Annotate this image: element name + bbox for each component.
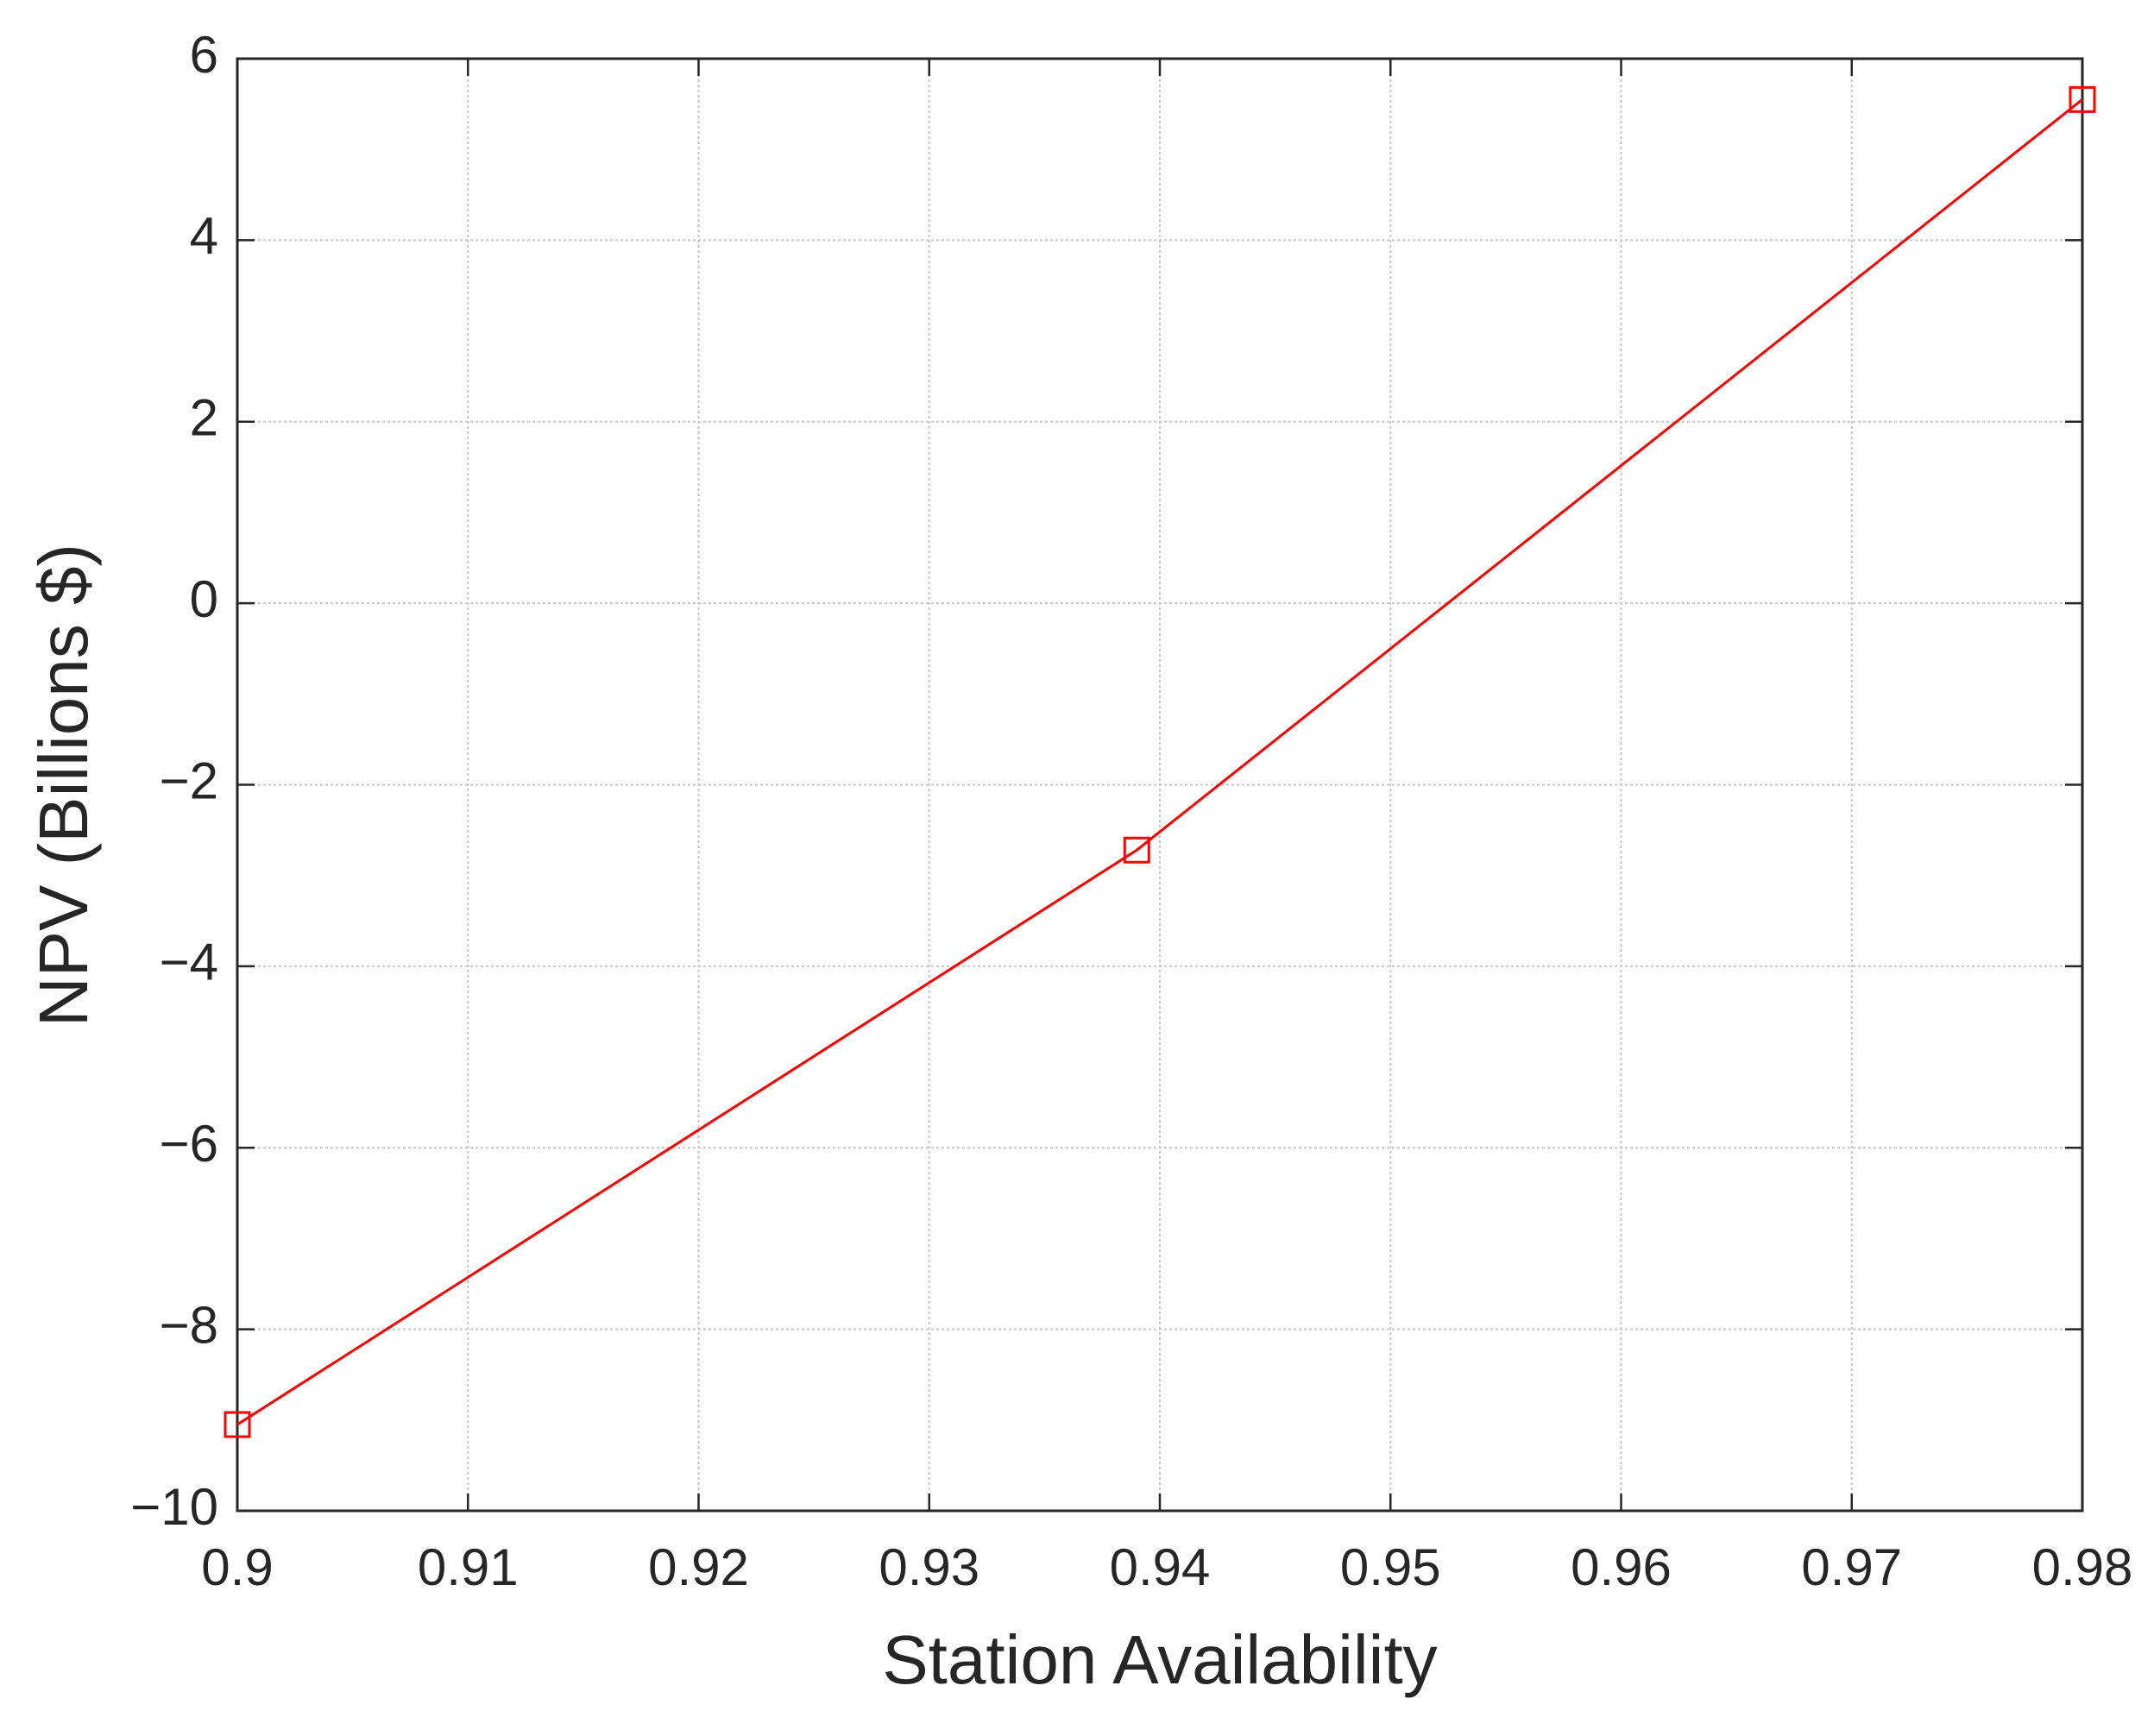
y-tick-label: −4 [160, 934, 218, 991]
x-tick-label: 0.9 [201, 1538, 273, 1596]
x-axis-label: Station Availability [882, 1621, 1437, 1698]
y-tick-label: 2 [190, 389, 218, 447]
marker [1123, 836, 1150, 864]
y-tick-label: −8 [160, 1296, 218, 1354]
series-line [236, 98, 2083, 1426]
x-tick-label: 0.96 [1571, 1538, 1672, 1596]
x-tick-label: 0.91 [418, 1538, 519, 1596]
x-tick-label: 0.92 [648, 1538, 749, 1596]
y-tick-label: 6 [190, 26, 218, 84]
y-axis-label: NPV (Billions $) [25, 544, 102, 1027]
y-tick-label: 0 [190, 570, 218, 628]
y-tick-label: −10 [130, 1478, 218, 1536]
x-tick-label: 0.93 [879, 1538, 979, 1596]
x-tick-label: 0.94 [1110, 1538, 1211, 1596]
x-tick-label: 0.97 [1801, 1538, 1902, 1596]
y-tick-label: −6 [160, 1115, 218, 1173]
x-tick-label: 0.95 [1340, 1538, 1441, 1596]
y-tick-label: −2 [160, 752, 218, 809]
marker [2069, 85, 2096, 113]
y-tick-label: 4 [190, 207, 218, 265]
plot-frame [236, 57, 2084, 1513]
x-tick-label: 0.98 [2032, 1538, 2133, 1596]
marker [224, 1411, 251, 1438]
